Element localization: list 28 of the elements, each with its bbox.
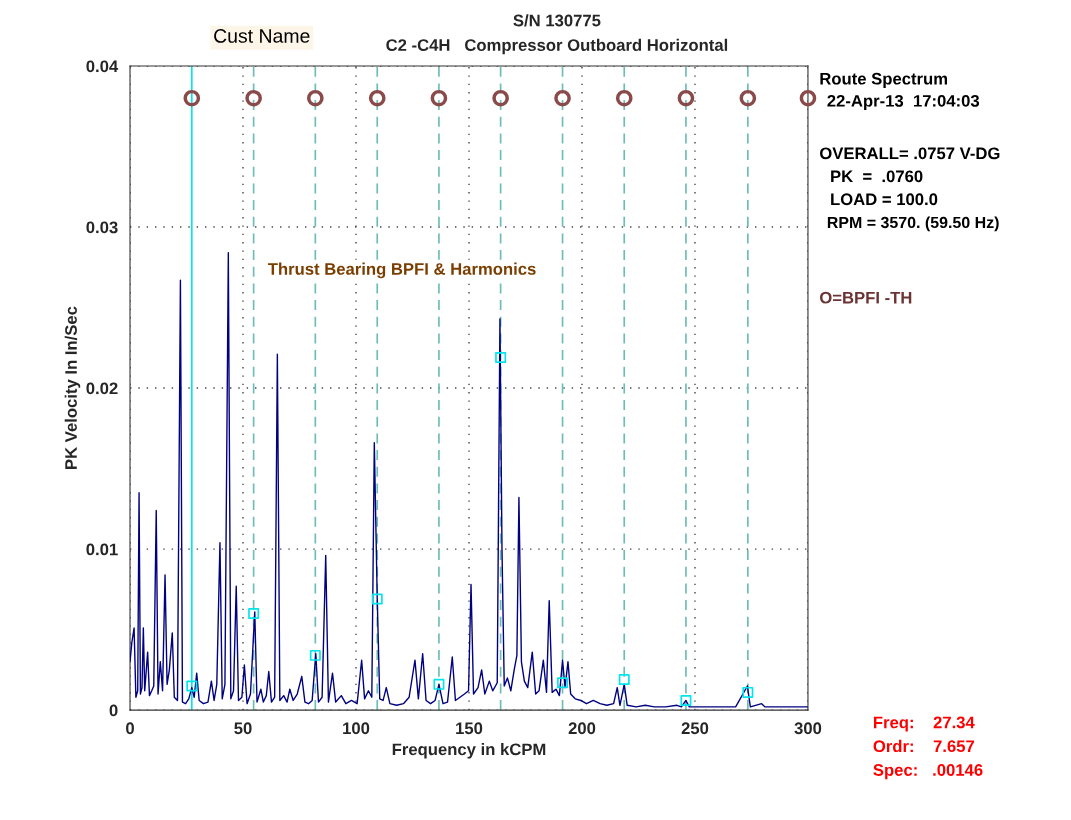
- x-tick-label: 50: [234, 722, 252, 735]
- text: O=BPFI -TH: [820, 291, 912, 304]
- y-tick-label: 0.02: [86, 382, 118, 395]
- chart-subtitle: C2 -C4H Compressor Outboard Horizontal: [386, 38, 728, 55]
- x-tick-label: 200: [568, 722, 596, 735]
- text: Ordr: 7.657: [873, 739, 975, 753]
- text: PK = .0760: [831, 170, 923, 183]
- text: OVERALL= .0757 V-DG: [820, 147, 1000, 160]
- text: LOAD = 100.0: [831, 193, 938, 206]
- x-tick-label: 0: [126, 722, 134, 735]
- y-tick-label: 0.01: [86, 543, 118, 556]
- x-tick-label: 150: [456, 722, 483, 735]
- text: RPM = 3570. (59.50 Hz): [827, 216, 999, 232]
- text: Spec: .00146: [873, 764, 983, 780]
- text: Cust Name: [214, 29, 310, 43]
- text: Route Spectrum: [820, 72, 947, 88]
- annotation: Thrust Bearing BPFI & Harmonics: [267, 262, 536, 279]
- y-tick-label: 0.04: [86, 60, 119, 73]
- chart-title: S/N 130775: [513, 14, 601, 27]
- x-tick-label: 300: [794, 722, 822, 735]
- x-tick-label: 250: [681, 722, 709, 735]
- y-axis-title: PK Velocity In In/Sec: [64, 306, 81, 469]
- text: Freq: 27.34: [873, 716, 975, 732]
- x-tick-label: 100: [343, 722, 370, 735]
- y-tick-label: 0: [109, 704, 118, 717]
- text: 22-Apr-13 17:04:03: [827, 94, 980, 111]
- x-axis-title: Frequency in kCPM: [392, 743, 546, 759]
- y-tick-label: 0.03: [86, 221, 118, 234]
